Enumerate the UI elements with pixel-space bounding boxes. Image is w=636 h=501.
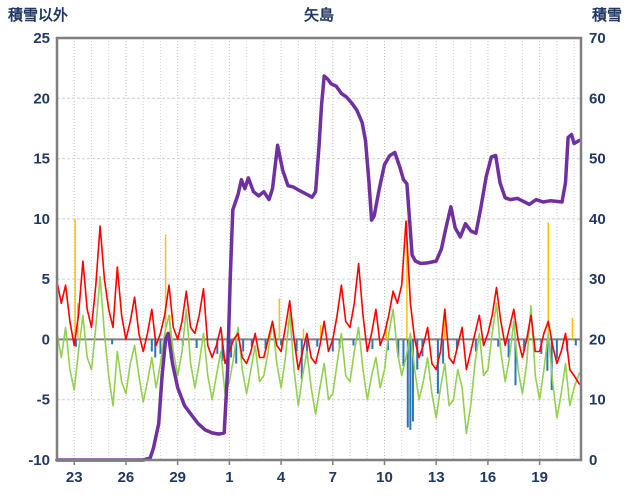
bars-blue-bar [221, 339, 224, 362]
y-right-tick-label: 20 [589, 331, 606, 348]
bars-blue-bar [111, 339, 114, 345]
bars-blue-bar [455, 339, 458, 350]
x-tick-label: 26 [118, 469, 135, 486]
y-left-tick-label: 15 [33, 151, 50, 168]
bars-blue-bar [316, 339, 319, 347]
bars-blue-bar [154, 339, 157, 358]
bars-blue-bar [411, 339, 414, 422]
x-tick-label: 7 [329, 469, 337, 486]
bars-blue-bar [442, 339, 445, 364]
bars-blue-bar [497, 339, 500, 347]
bars-blue-bar [195, 339, 198, 348]
y-left-tick-label: -5 [37, 392, 50, 409]
bars-orange-bar [444, 308, 446, 340]
bars-blue-bar [352, 339, 355, 346]
series-red [56, 220, 581, 385]
x-tick-label: 19 [531, 469, 548, 486]
bars-orange-bar [319, 324, 322, 340]
right-axis-title: 積雪 [591, 7, 622, 24]
y-right-tick-label: 70 [589, 30, 606, 47]
bars-blue-bar [235, 339, 238, 364]
bars-blue-bar [300, 339, 303, 380]
x-tick-label: 10 [376, 469, 393, 486]
bars-blue-bar [514, 339, 517, 386]
bars-blue-bar [280, 339, 283, 346]
bars-blue-bar [546, 339, 549, 371]
bars-orange-bar [164, 234, 167, 340]
y-right-tick-label: 60 [589, 90, 606, 107]
bars-orange-bar [571, 317, 574, 340]
bars-blue-bar [331, 339, 334, 352]
bars-orange-bar [74, 218, 76, 340]
bars-blue-bar [159, 339, 162, 354]
bars-blue-bar [74, 339, 77, 347]
x-tick-label: 16 [480, 469, 497, 486]
x-tick-label: 23 [66, 469, 83, 486]
bars-blue-bar [397, 339, 400, 358]
bars-blue-bar [409, 339, 412, 430]
bars-blue-bar [474, 339, 477, 352]
left-axis-title: 積雪以外 [8, 7, 69, 24]
x-tick-label: 4 [277, 469, 286, 486]
y-right-tick-label: 0 [589, 452, 597, 469]
y-right-tick-label: 40 [589, 211, 606, 228]
bars-blue-bar [264, 339, 267, 350]
series-green [56, 275, 581, 435]
bars-blue-bar [216, 339, 219, 354]
y-left-tick-label: 0 [42, 331, 50, 348]
bars-blue-bar [371, 339, 374, 350]
y-left-tick-label: -10 [28, 452, 50, 469]
chart-title: 矢島 [303, 7, 334, 24]
y-left-tick-label: 20 [33, 90, 50, 107]
plot-frame [55, 36, 583, 462]
bars-blue-bar [406, 339, 409, 428]
bars-orange-bar [278, 298, 281, 340]
bars-blue-bar [295, 339, 298, 352]
x-tick-label: 13 [428, 469, 445, 486]
bars-blue-bar [402, 339, 405, 366]
x-tick-label: 1 [225, 469, 233, 486]
bars-blue-bar [436, 339, 439, 394]
bars-blue-bar [574, 339, 577, 346]
x-tick-label: 29 [169, 469, 186, 486]
bars-blue-bar [555, 339, 558, 359]
bars-blue-bar [242, 339, 245, 352]
bars-blue-bar [416, 339, 419, 370]
bars-blue-bar [507, 339, 510, 358]
bars-orange-bar [406, 220, 408, 340]
bars-orange-bar [302, 328, 305, 340]
y-right-tick-label: 30 [589, 271, 606, 288]
y-left-tick-label: 10 [33, 211, 50, 228]
bars-blue-bar [305, 339, 308, 354]
y-right-tick-label: 10 [589, 392, 606, 409]
y-left-tick-label: 5 [42, 271, 50, 288]
bars-blue-bar [523, 339, 526, 351]
y-right-tick-label: 50 [589, 151, 606, 168]
series-purple [55, 74, 582, 462]
bars-blue-bar [150, 339, 153, 352]
y-left-tick-label: 25 [33, 30, 50, 47]
bars-orange-bar [385, 321, 387, 340]
bars-orange-bar [547, 222, 549, 340]
bars-blue-bar [250, 339, 253, 347]
